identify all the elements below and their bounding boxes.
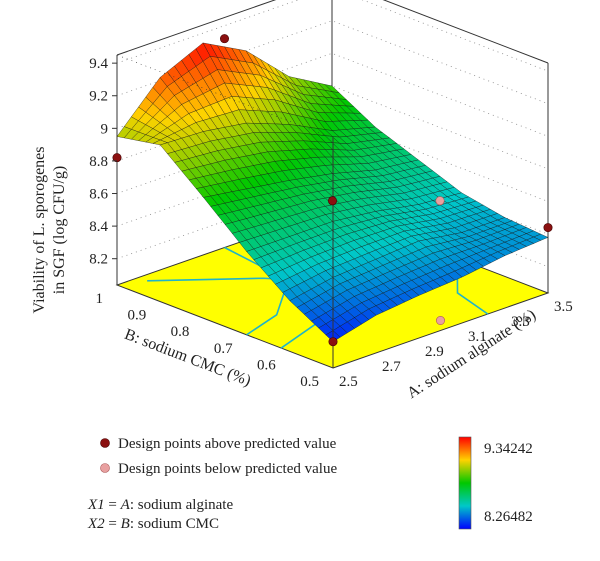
factor-key-x1: X1 = A: sodium alginate <box>87 497 233 513</box>
x-tick-label-0: 2.5 <box>339 374 358 390</box>
axis-ticks: 8.2 8.4 8.6 8.8 9 9.2 9.4 0.5 0.6 0.7 0.8 0.9 1 2.5 2.… <box>89 56 573 390</box>
design-point-below-1 <box>435 196 445 206</box>
frame-front-top-left <box>116 54 334 139</box>
z-tick-label-1: 8.4 <box>89 219 108 235</box>
design-point-above-0 <box>112 153 122 163</box>
colorbar-max-label: 9.34242 <box>484 441 533 457</box>
response-surface <box>116 42 549 342</box>
x-tick-label-4: 3.3 <box>511 314 530 330</box>
legend-below-marker <box>100 463 110 473</box>
x-tick-label-5: 3.5 <box>554 299 573 315</box>
legend-below-label: Design points below predicted value <box>118 461 337 477</box>
factor-key-x2: X2 = B: sodium CMC <box>87 516 219 532</box>
z-axis-label-line1: Viability of L. sporogenes <box>31 146 48 313</box>
x-tick-label-3: 3.1 <box>468 329 487 345</box>
colorbar <box>458 436 472 530</box>
z-tick-label-5: 9.2 <box>89 89 108 105</box>
z-tick-label-6: 9.4 <box>89 56 108 72</box>
frame-top-edge-1 <box>382 0 549 64</box>
z-tick-label-0: 8.2 <box>89 252 108 268</box>
y-tick-label-1: 0.6 <box>257 357 276 373</box>
design-point-above-2 <box>220 34 230 44</box>
z-tick-label-3: 8.8 <box>89 154 108 170</box>
x-tick-label-2: 2.9 <box>425 344 444 360</box>
y-tick-label-5: 1 <box>96 291 104 307</box>
axis-box-front <box>116 54 334 368</box>
frame-top-edge-0 <box>116 0 277 56</box>
legend-above-label: Design points above predicted value <box>118 436 337 452</box>
y-tick-label-0: 0.5 <box>300 374 319 390</box>
x-tick-label-1: 2.7 <box>382 359 401 375</box>
colorbar-min-label: 8.26482 <box>484 509 533 525</box>
z-tick-label-4: 9 <box>101 121 109 137</box>
y-tick-label-2: 0.7 <box>214 341 233 357</box>
y-tick-label-4: 0.9 <box>127 308 146 324</box>
back-wall-gridline-0 <box>116 183 549 268</box>
z-tick-label-2: 8.6 <box>89 187 108 203</box>
design-point-above-1 <box>328 337 338 347</box>
design-points <box>112 34 553 347</box>
back-wall-gridline-1 <box>116 150 549 235</box>
design-point-above-5 <box>543 223 553 233</box>
design-point-above-3 <box>327 196 337 206</box>
back-wall-gridline-6 <box>116 0 549 72</box>
legend-above-marker <box>100 438 110 448</box>
z-axis-label-line2: in SGF (log CFU/g) <box>51 166 68 294</box>
design-point-below-0 <box>435 315 445 325</box>
y-tick-label-3: 0.8 <box>171 324 190 340</box>
